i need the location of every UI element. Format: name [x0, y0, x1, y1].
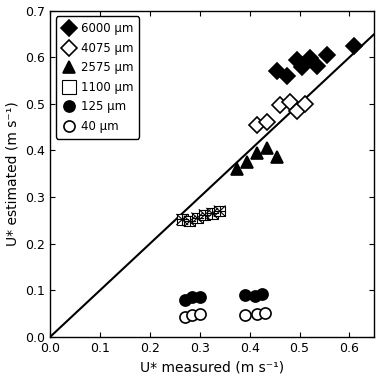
Bar — [199, 210, 210, 220]
X-axis label: U* measured (m s⁻¹): U* measured (m s⁻¹) — [140, 361, 284, 374]
6000 μm — [325, 52, 329, 57]
Bar — [184, 216, 195, 226]
6000 μm — [307, 56, 312, 60]
Legend: 6000 μm, 4075 μm, 2575 μm, 1100 μm, 125 μm, 40 μm: 6000 μm, 4075 μm, 2575 μm, 1100 μm, 125 … — [56, 16, 139, 139]
125 μm — [190, 295, 195, 300]
125 μm — [252, 294, 257, 298]
4075 μm — [302, 101, 307, 106]
6000 μm — [295, 57, 299, 62]
40 μm — [262, 310, 267, 315]
125 μm — [260, 292, 264, 296]
2575 μm — [255, 150, 260, 155]
4075 μm — [287, 99, 292, 104]
125 μm — [198, 295, 202, 300]
2575 μm — [275, 155, 279, 160]
6000 μm — [300, 65, 304, 70]
Line: 40 μm: 40 μm — [179, 307, 270, 323]
4075 μm — [265, 120, 269, 125]
4075 μm — [295, 109, 299, 113]
125 μm — [242, 293, 247, 297]
Bar — [214, 206, 225, 216]
6000 μm — [285, 74, 289, 78]
Bar — [192, 213, 203, 223]
Line: 4075 μm: 4075 μm — [252, 96, 310, 130]
2575 μm — [235, 167, 239, 171]
2575 μm — [265, 146, 269, 150]
Line: 125 μm: 125 μm — [179, 288, 268, 305]
Line: 6000 μm: 6000 μm — [272, 40, 360, 81]
4075 μm — [277, 103, 282, 107]
40 μm — [242, 312, 247, 317]
40 μm — [182, 315, 187, 320]
6000 μm — [275, 69, 279, 73]
Y-axis label: U* estimated (m s⁻¹): U* estimated (m s⁻¹) — [6, 101, 19, 246]
6000 μm — [352, 43, 357, 48]
40 μm — [255, 312, 260, 316]
Bar — [207, 208, 218, 218]
40 μm — [198, 312, 202, 316]
Bar — [177, 214, 188, 225]
2575 μm — [245, 160, 249, 165]
125 μm — [182, 298, 187, 302]
4075 μm — [255, 122, 260, 127]
6000 μm — [315, 63, 319, 68]
40 μm — [190, 313, 195, 317]
Line: 2575 μm: 2575 μm — [232, 142, 283, 175]
